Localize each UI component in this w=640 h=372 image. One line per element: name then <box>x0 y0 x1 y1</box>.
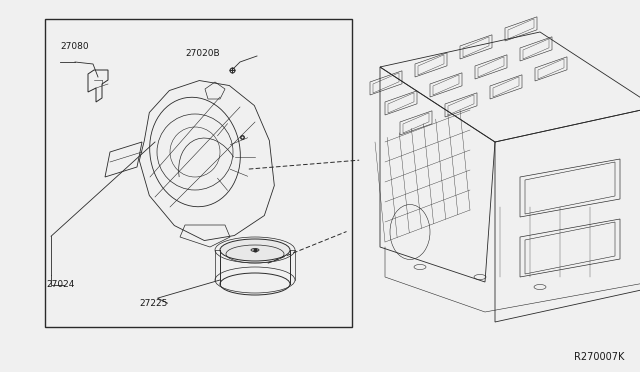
Text: 27020B: 27020B <box>186 49 220 58</box>
Text: 27225: 27225 <box>140 299 168 308</box>
Text: R270007K: R270007K <box>573 352 624 362</box>
Ellipse shape <box>220 239 290 261</box>
Bar <box>45 19 352 327</box>
Text: 27080: 27080 <box>61 42 90 51</box>
Ellipse shape <box>251 248 259 251</box>
Text: 27024: 27024 <box>46 280 74 289</box>
